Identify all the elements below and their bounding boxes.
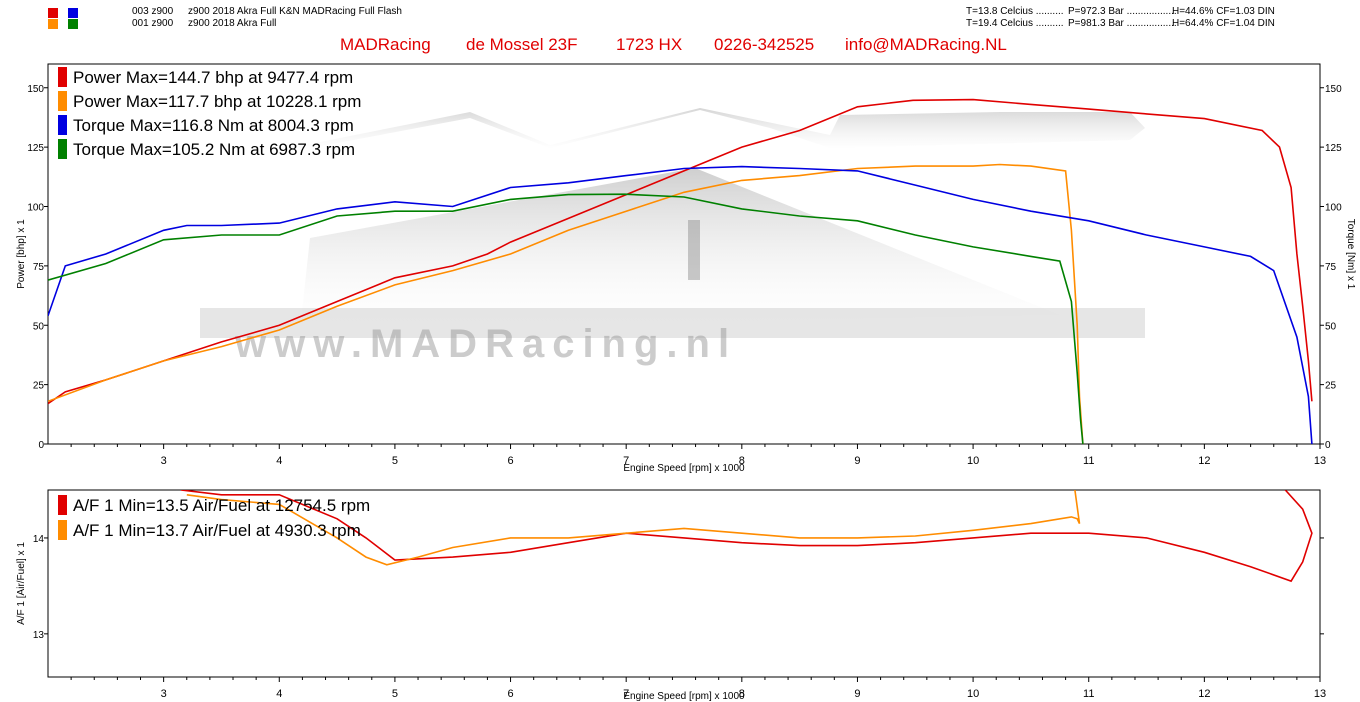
x-tick-label: 4 [276,455,282,467]
run-1-power-swatch[interactable] [48,8,58,18]
legend-swatch[interactable] [58,115,67,135]
y-tick-label: 14 [33,534,45,545]
y-tick-label: 25 [33,381,45,392]
x-tick-label: 13 [1314,688,1326,700]
company-phone: 0226-342525 [714,35,815,54]
legend-entry: A/F 1 Min=13.5 Air/Fuel at 12754.5 rpm [73,496,370,515]
run-2-humidity: H=64.4% CF=1.04 DIN [1172,18,1275,29]
x-tick-label: 10 [967,688,979,700]
header: 003 z900 z900 2018 Akra Full K&N MADRaci… [0,0,1360,56]
run-1-description: z900 2018 Akra Full K&N MADRacing Full F… [188,6,402,17]
run-2-description: z900 2018 Akra Full [188,18,277,29]
y-tick-label: 50 [33,321,45,332]
run-2-torque-swatch[interactable] [68,19,78,29]
y2-tick-label: 50 [1325,321,1337,332]
legend-entry: A/F 1 Min=13.7 Air/Fuel at 4930.3 rpm [73,521,361,540]
y2-axis-label: Torque [Nm] x 1 [1345,219,1356,290]
y-tick-label: 75 [33,262,45,273]
series-line-2 [186,490,1081,566]
legend-swatch[interactable] [58,139,67,159]
x-tick-label: 9 [854,455,860,467]
legend-swatch[interactable] [58,495,67,515]
x-tick-label: 7 [623,688,629,700]
plot-frame [47,489,1321,678]
y2-tick-label: 100 [1325,203,1342,214]
x-tick-label: 5 [392,688,398,700]
x-tick-label: 4 [276,688,282,700]
y-tick-label: 125 [27,143,44,154]
company-name: MADRacing [340,35,431,54]
series-line-4 [48,193,1084,444]
run-1-temperature: T=13.8 Celcius .......... [966,6,1064,17]
legend-swatch[interactable] [58,91,67,111]
legend-entry: Power Max=117.7 bhp at 10228.1 rpm [73,92,361,111]
x-tick-label: 13 [1314,455,1326,467]
y-tick-label: 150 [27,84,44,95]
run-2-power-swatch[interactable] [48,19,58,29]
y2-tick-label: 125 [1325,143,1342,154]
y-axis-label: Power [bhp] x 1 [16,219,27,289]
x-tick-label: 6 [507,455,513,467]
run-2-pressure: P=981.3 Bar .................. [1068,18,1177,29]
company-banner: MADRacing de Mossel 23F 1723 HX 0226-342… [0,35,1360,59]
y-axis-label: A/F 1 [Air/Fuel] x 1 [16,542,27,625]
legend-entry: Power Max=144.7 bhp at 9477.4 rpm [73,68,353,87]
x-tick-label: 12 [1198,455,1210,467]
legend-entry: Torque Max=116.8 Nm at 8004.3 rpm [73,116,354,135]
y-tick-label: 0 [38,440,44,451]
x-tick-label: 6 [507,688,513,700]
x-tick-label: 12 [1198,688,1210,700]
legend-swatch[interactable] [58,520,67,540]
watermark-logo: www.MADRacing.nl [200,108,1145,366]
company-email: info@MADRacing.NL [845,35,1007,54]
power-torque-panel: 3 4 5 6 7 8 9 10 11 12 13 0 0 25 25 50 50 75 75 100 100 125 12… [16,63,1356,474]
x-tick-label: 11 [1083,688,1094,700]
run-2-temperature: T=19.4 Celcius .......... [966,18,1064,29]
x-axis-label: Engine Speed [rpm] x 1000 [623,463,745,474]
run-1-id: 003 z900 [132,6,174,17]
run-1-humidity: H=44.6% CF=1.03 DIN [1172,6,1275,17]
series-line-1 [48,98,1313,405]
legend-swatch[interactable] [58,67,67,87]
x-tick-label: 7 [623,455,629,467]
series-line-3 [48,165,1313,444]
run-1-torque-swatch[interactable] [68,8,78,18]
plot-frame [47,63,1321,445]
y-tick-label: 100 [27,203,44,214]
x-axis-label: Engine Speed [rpm] x 1000 [623,691,745,702]
company-street: de Mossel 23F [466,35,578,54]
legend-entry: Torque Max=105.2 Nm at 6987.3 rpm [73,140,355,159]
x-tick-label: 3 [161,455,167,467]
series-line-1 [180,490,1313,583]
watermark-url: www.MADRacing.nl [234,322,737,366]
company-postcode: 1723 HX [616,35,683,54]
x-tick-label: 9 [854,688,860,700]
run-1-pressure: P=972.3 Bar .................. [1068,6,1177,17]
x-tick-label: 11 [1083,455,1094,467]
y2-tick-label: 0 [1325,440,1331,451]
y-tick-label: 13 [33,630,45,641]
y2-tick-label: 25 [1325,381,1337,392]
x-tick-label: 8 [739,688,745,700]
series-line-2 [48,163,1084,444]
x-tick-label: 3 [161,688,167,700]
x-tick-label: 10 [967,455,979,467]
run-2-id: 001 z900 [132,18,174,29]
y2-tick-label: 150 [1325,84,1342,95]
x-tick-label: 8 [739,455,745,467]
y2-tick-label: 75 [1325,262,1337,273]
air-fuel-panel: 3 4 5 6 7 8 9 10 11 12 13 13 14 Engine Speed [rpm] x … [16,489,1326,702]
x-tick-label: 5 [392,455,398,467]
